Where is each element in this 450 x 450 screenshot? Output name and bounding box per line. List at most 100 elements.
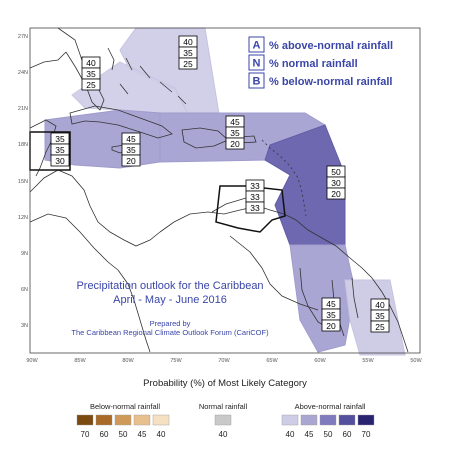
colorbar-title: Probability (%) of Most Likely Category <box>143 378 307 389</box>
prob-normal: 35 <box>230 128 240 138</box>
central-america-outline <box>29 169 161 247</box>
colombia-interior <box>117 269 151 353</box>
prob-box-northern-bahamas: 40 35 25 <box>178 35 198 70</box>
longitude-labels: 90W 85W 80W 75W 70W 65W 60W 55W 50W <box>26 358 422 364</box>
below-normal-tick-label: 50 <box>119 430 128 439</box>
lon-label: 60W <box>314 358 326 364</box>
prob-below: 25 <box>375 322 385 332</box>
lat-label: 12N <box>18 215 28 221</box>
above-normal-tick-label: 50 <box>324 430 333 439</box>
coastlines <box>29 27 409 353</box>
below-swatches: 70 60 50 45 40 <box>76 414 170 439</box>
normal-label: Normal rainfall <box>199 402 248 411</box>
prob-above: 50 <box>331 167 341 177</box>
prob-box-guyana: 45 35 20 <box>321 297 341 332</box>
prob-above: 45 <box>326 299 336 309</box>
key-box-b <box>248 72 265 89</box>
prob-above: 40 <box>375 300 385 310</box>
prob-normal: 35 <box>326 310 336 320</box>
key-letter-b: B <box>253 76 261 88</box>
prob-above: 45 <box>126 134 136 144</box>
hispaniola-outline <box>181 127 229 149</box>
prob-normal: 35 <box>126 145 136 155</box>
prob-box-suriname: 40 35 25 <box>370 298 390 333</box>
lat-label: 9N <box>21 251 28 257</box>
key-letter-n: N <box>253 58 261 70</box>
above-normal-swatch <box>281 414 299 426</box>
prepared-by-org: The Caribbean Regional Climate Outlook F… <box>71 328 269 337</box>
prob-box-bahamas: 40 35 25 <box>81 56 101 91</box>
key-box-a <box>248 36 265 53</box>
above-normal-tick-label: 40 <box>286 430 295 439</box>
prob-below: 20 <box>126 156 136 166</box>
map-title: Precipitation outlook for the Caribbean … <box>71 280 269 337</box>
key-text-above: % above-normal rainfall <box>269 40 393 52</box>
lon-label: 50W <box>410 358 422 364</box>
prob-normal: 35 <box>375 311 385 321</box>
lat-label: 3N <box>21 323 28 329</box>
gulf-coast <box>29 51 67 69</box>
lon-label: 65W <box>266 358 278 364</box>
cuba-outline <box>69 105 173 139</box>
prob-below: 33 <box>250 203 260 213</box>
forecast-zones <box>44 27 406 356</box>
normal-swatches: 40 <box>214 414 232 439</box>
prob-normal: 35 <box>55 145 65 155</box>
prob-normal: 30 <box>331 178 341 188</box>
below-normal-tick-label: 40 <box>157 430 166 439</box>
lat-label: 27N <box>18 34 28 40</box>
below-normal-tick-label: 60 <box>100 430 109 439</box>
prob-box-abc-islands: 33 33 33 <box>245 179 265 214</box>
prob-box-lesser-antilles: 50 30 20 <box>326 165 346 200</box>
above-normal-swatch <box>300 414 318 426</box>
below-normal-tick-label: 45 <box>138 430 147 439</box>
above-normal-swatch <box>338 414 356 426</box>
lat-label: 15N <box>18 179 28 185</box>
lesser-antilles-arc <box>261 139 307 217</box>
lon-label: 90W <box>26 358 38 364</box>
key-box-n <box>248 54 265 71</box>
prob-below: 20 <box>326 321 336 331</box>
venezuela-border <box>229 235 319 311</box>
florida-coast <box>57 27 105 111</box>
latitude-labels: 27N 24N 21N 18N 15N 12N 9N 6N 3N <box>18 34 28 329</box>
above-normal-tick-label: 45 <box>305 430 314 439</box>
above-swatches: 40 45 50 60 70 <box>281 414 375 439</box>
prob-box-belize: 35 35 30 <box>50 132 70 167</box>
lon-label: 55W <box>362 358 374 364</box>
central-america-pacific <box>29 213 119 271</box>
below-normal-tick-label: 70 <box>81 430 90 439</box>
category-key: A % above-normal rainfall N % normal rai… <box>248 36 393 89</box>
map-title-line1: Precipitation outlook for the Caribbean <box>76 280 263 292</box>
above-normal-swatch <box>357 414 375 426</box>
above-normal-swatch <box>319 414 337 426</box>
above-normal-tick-label: 70 <box>362 430 371 439</box>
normal-swatch <box>214 414 232 426</box>
prob-normal: 35 <box>183 48 193 58</box>
below-normal-label: Below-normal rainfall <box>90 402 160 411</box>
prob-above: 35 <box>55 134 65 144</box>
lat-label: 24N <box>18 70 28 76</box>
prob-below: 25 <box>183 59 193 69</box>
prob-above: 33 <box>250 181 260 191</box>
prob-box-cuba-jamaica: 45 35 20 <box>121 132 141 167</box>
lon-label: 75W <box>170 358 182 364</box>
key-text-below: % below-normal rainfall <box>269 76 392 88</box>
lon-label: 80W <box>122 358 134 364</box>
probability-boxes: 40 35 25 40 35 25 35 35 30 45 35 20 <box>50 35 390 333</box>
map-frame-border <box>29 27 421 354</box>
prob-above: 45 <box>230 117 240 127</box>
below-normal-swatch <box>133 414 151 426</box>
below-normal-swatch <box>76 414 94 426</box>
prob-below: 30 <box>55 156 65 166</box>
key-text-normal: % normal rainfall <box>269 58 358 70</box>
lat-label: 21N <box>18 106 28 112</box>
above-normal-tick-label: 60 <box>343 430 352 439</box>
prob-below: 20 <box>331 189 341 199</box>
lat-label: 6N <box>21 287 28 293</box>
bahamas-islands <box>107 47 187 105</box>
below-normal-swatch <box>152 414 170 426</box>
normal-tick-label: 40 <box>219 430 228 439</box>
prob-below: 25 <box>86 80 96 90</box>
